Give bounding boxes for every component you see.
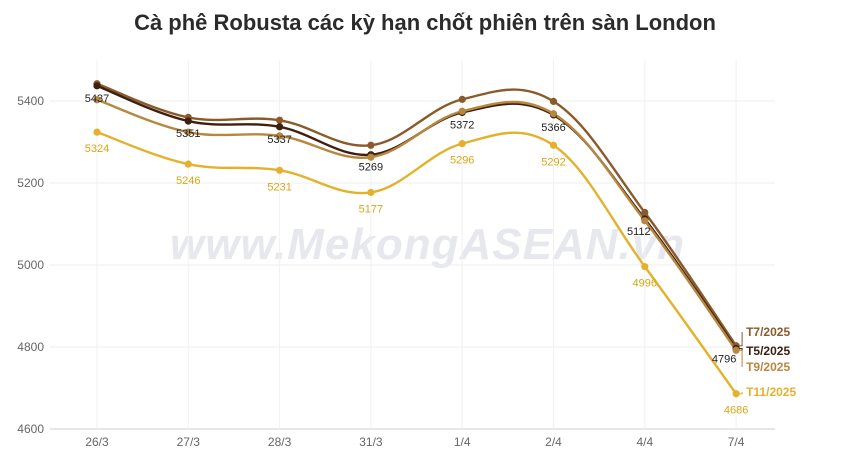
data-point xyxy=(732,390,740,398)
grid-lines xyxy=(50,60,775,430)
data-label: 5437 xyxy=(85,93,109,105)
data-point xyxy=(367,141,375,149)
series-label: T7/2025 xyxy=(746,325,790,339)
data-point xyxy=(276,166,284,174)
data-point xyxy=(549,110,558,118)
data-label: 5292 xyxy=(541,156,565,168)
data-label: 5366 xyxy=(541,122,565,134)
data-point xyxy=(184,128,192,136)
y-tick-label: 4600 xyxy=(17,422,44,436)
data-label: 5372 xyxy=(450,119,474,131)
series-label-connector xyxy=(739,332,743,347)
y-tick-label: 4800 xyxy=(17,340,44,354)
x-tick-label: 28/3 xyxy=(268,435,292,449)
x-tick-label: 2/4 xyxy=(545,435,562,449)
watermark: www.MekongASEAN.vn xyxy=(170,220,686,269)
data-point xyxy=(458,140,466,148)
data-labels: 5437 5351 5337 5269 5372 5366 5112 4796 5324 5246… xyxy=(85,93,749,417)
x-tick-label: 26/3 xyxy=(85,435,109,449)
chart-title: Cà phê Robusta các kỳ hạn chốt phiên trê… xyxy=(134,10,716,35)
data-label: 4686 xyxy=(724,405,748,417)
y-tick-label: 5400 xyxy=(17,94,44,108)
x-tick-label: 31/3 xyxy=(359,435,383,449)
data-label: 5337 xyxy=(267,134,291,146)
y-tick-label: 5200 xyxy=(17,176,44,190)
data-label: 4796 xyxy=(712,354,736,366)
series-labels: T7/2025 T5/2025 T9/2025 T11/2025 xyxy=(739,325,796,399)
x-tick-label: 7/4 xyxy=(728,435,745,449)
data-point xyxy=(549,141,558,149)
data-point xyxy=(276,123,284,131)
series-label: T9/2025 xyxy=(746,360,790,374)
series-label-connector xyxy=(739,349,743,367)
data-point xyxy=(367,153,375,161)
data-point xyxy=(276,116,284,124)
data-point xyxy=(641,217,649,225)
data-label: 5177 xyxy=(359,203,383,215)
data-label: 5269 xyxy=(359,162,383,174)
data-label: 5112 xyxy=(627,226,651,238)
data-point xyxy=(93,128,101,136)
data-point xyxy=(458,95,466,103)
data-point xyxy=(732,346,740,354)
data-point xyxy=(641,263,649,271)
data-point xyxy=(641,208,649,217)
data-label: 5231 xyxy=(267,181,291,193)
x-tick-label: 27/3 xyxy=(177,435,201,449)
x-tick-label: 1/4 xyxy=(454,435,471,449)
y-axis: 4600 4800 5000 5200 5400 xyxy=(17,94,44,436)
data-point xyxy=(367,188,375,197)
series-label-connector xyxy=(739,392,743,395)
series-label: T11/2025 xyxy=(746,385,796,399)
data-point xyxy=(276,132,284,140)
data-label: 5351 xyxy=(176,128,200,140)
data-label: 5324 xyxy=(85,143,109,155)
data-point xyxy=(458,107,466,115)
data-point xyxy=(184,160,192,168)
data-label: 4996 xyxy=(633,278,657,290)
x-axis: 26/3 27/3 28/3 31/3 1/4 2/4 4/4 7/4 xyxy=(85,435,744,449)
series-label: T5/2025 xyxy=(746,344,790,358)
series-line xyxy=(96,131,738,395)
data-point xyxy=(93,96,101,104)
data-point xyxy=(93,82,101,90)
data-points xyxy=(93,80,740,398)
x-tick-label: 4/4 xyxy=(636,435,653,449)
data-point xyxy=(184,117,192,125)
y-tick-label: 5000 xyxy=(17,258,44,272)
data-label: 5246 xyxy=(176,175,200,187)
data-point xyxy=(549,97,558,106)
data-label: 5296 xyxy=(450,155,474,167)
